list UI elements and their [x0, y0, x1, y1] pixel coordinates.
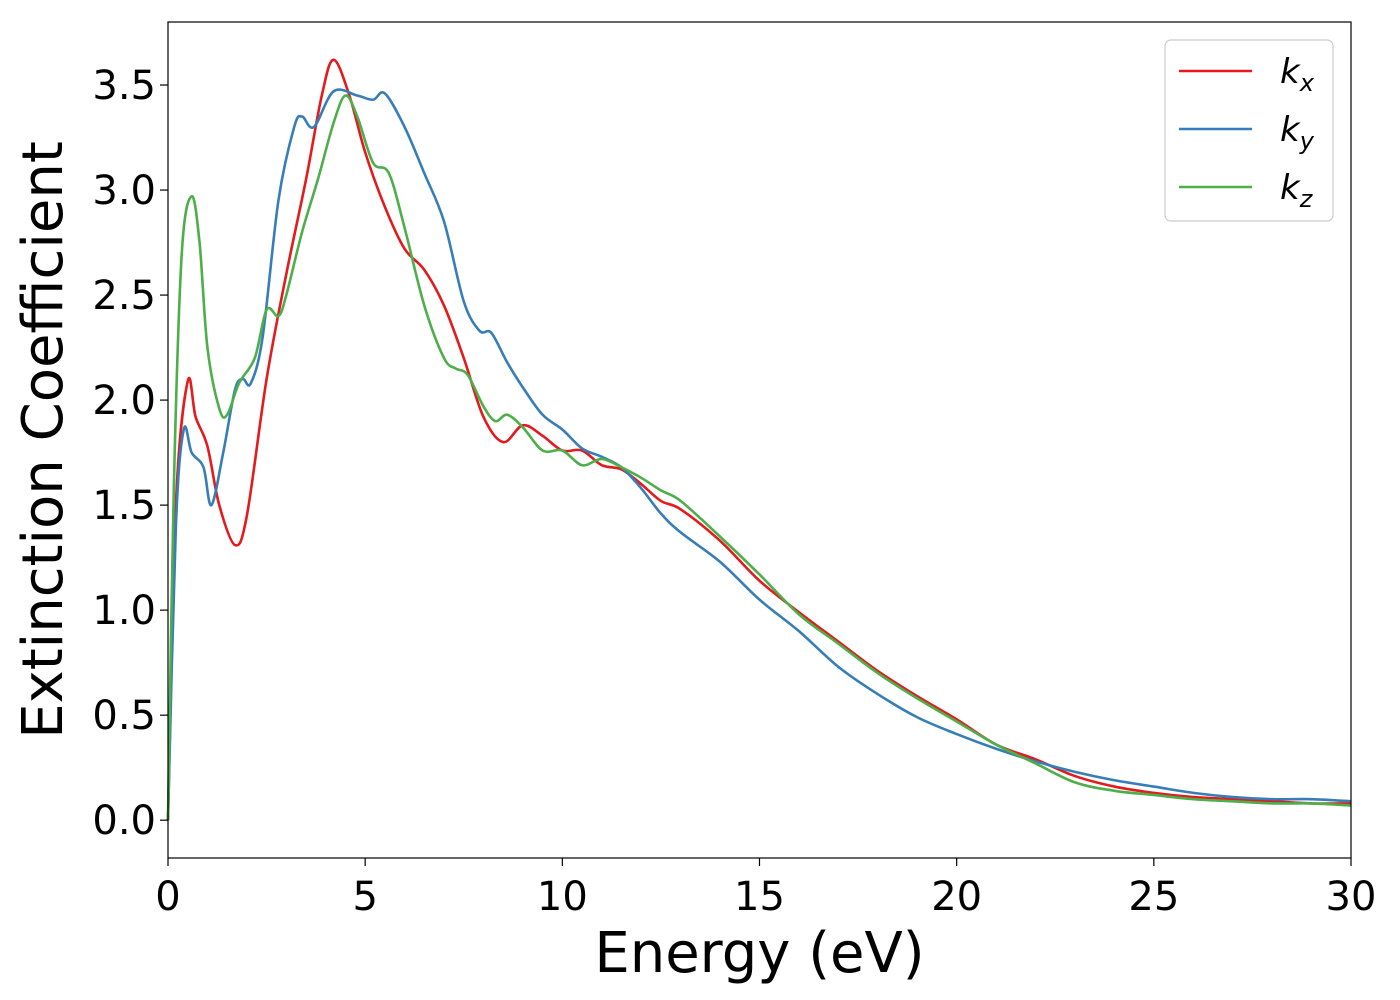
y-tick-label: 3.0 [92, 168, 156, 214]
series-layer [166, 58, 1352, 821]
legend-label-k-z: kz [1280, 168, 1314, 213]
x-axis-title: Energy (eV) [594, 921, 924, 986]
legend-label-k-y: ky [1280, 110, 1315, 155]
x-tick-label: 30 [1326, 874, 1377, 920]
series-line-k-x [166, 58, 1352, 821]
x-tick-label: 25 [1128, 874, 1179, 920]
x-tick-label: 10 [537, 874, 588, 920]
x-axis: 0 5 10 15 20 25 30 [155, 858, 1376, 920]
x-tick-label: 15 [734, 874, 785, 920]
x-tick-label: 5 [352, 874, 377, 920]
y-tick-label: 0.5 [92, 693, 156, 739]
y-tick-label: 0.0 [92, 798, 156, 844]
y-axis: 0.0 0.5 1.0 1.5 2.0 2.5 3.0 3.5 [92, 63, 168, 844]
series-line-k-z [166, 94, 1352, 821]
y-tick-label: 2.0 [92, 378, 156, 424]
legend: kx ky kz [1164, 39, 1334, 222]
y-tick-label: 2.5 [92, 273, 156, 319]
x-tick-label: 0 [155, 874, 180, 920]
x-tick-label: 20 [931, 874, 982, 920]
y-tick-label: 1.0 [92, 588, 156, 634]
y-axis-title: Extinction Coefficient [11, 141, 76, 739]
y-tick-label: 3.5 [92, 63, 156, 109]
legend-box [1164, 39, 1334, 222]
y-tick-label: 1.5 [92, 483, 156, 529]
legend-label-k-x: kx [1280, 52, 1315, 97]
